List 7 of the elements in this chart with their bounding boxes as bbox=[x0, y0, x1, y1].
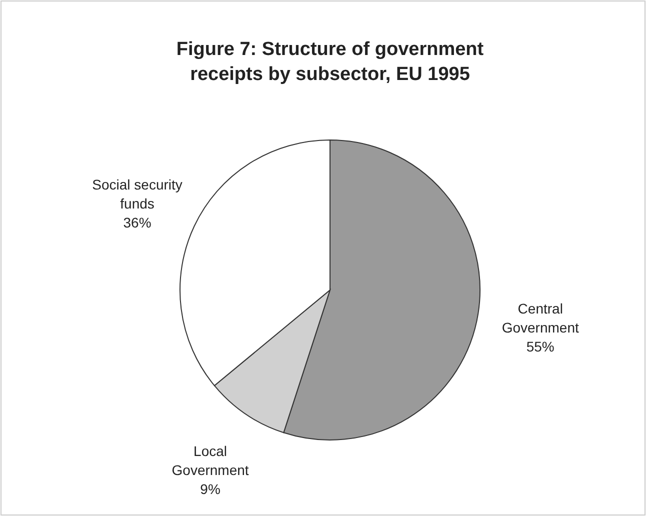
slice-label: Central Government bbox=[502, 300, 579, 336]
slice-label: Local Government bbox=[172, 443, 249, 478]
data-label: 55% bbox=[526, 338, 554, 354]
slice-label: Social security funds bbox=[92, 176, 182, 212]
data-label: 9% bbox=[200, 481, 220, 498]
chart-title: Figure 7: Structure of government receipts by subsector, EU 1995 bbox=[176, 39, 484, 85]
data-label: 36% bbox=[123, 214, 152, 230]
